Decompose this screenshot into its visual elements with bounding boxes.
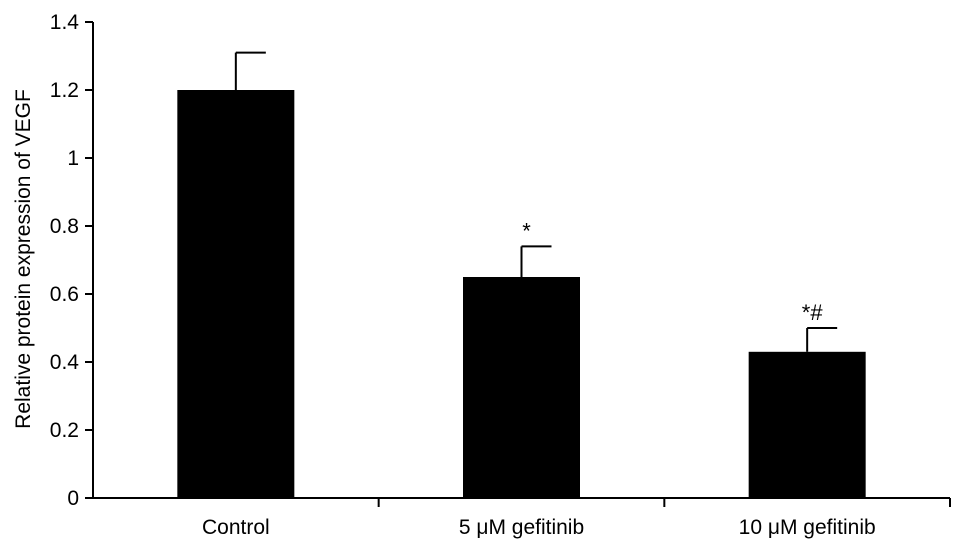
y-tick-label: 0.8 xyxy=(50,215,79,238)
x-category-label: 10 μM gefitinib xyxy=(739,516,876,539)
y-tick-label: 0 xyxy=(67,487,79,510)
bar xyxy=(463,277,580,498)
significance-marker: *# xyxy=(802,300,824,325)
y-tick-label: 0.4 xyxy=(50,351,80,374)
y-tick-label: 0.6 xyxy=(50,283,79,306)
x-category-label: 5 μM gefitinib xyxy=(459,516,584,539)
y-tick-label: 0.2 xyxy=(50,419,79,442)
bar xyxy=(177,90,295,498)
plot-area: 0 0.2 0.4 0.6 0.8 1 1.2 1.4 Control * 5 μM gefitin… xyxy=(50,11,951,539)
y-tick-label: 1.4 xyxy=(50,11,80,34)
significance-marker: * xyxy=(522,218,531,243)
bar xyxy=(748,351,866,498)
y-axis-label: Relative protein expression of VEGF xyxy=(12,89,35,429)
y-tick-label: 1 xyxy=(67,147,79,170)
y-tick-label: 1.2 xyxy=(50,79,79,102)
x-category-label: Control xyxy=(202,516,270,539)
